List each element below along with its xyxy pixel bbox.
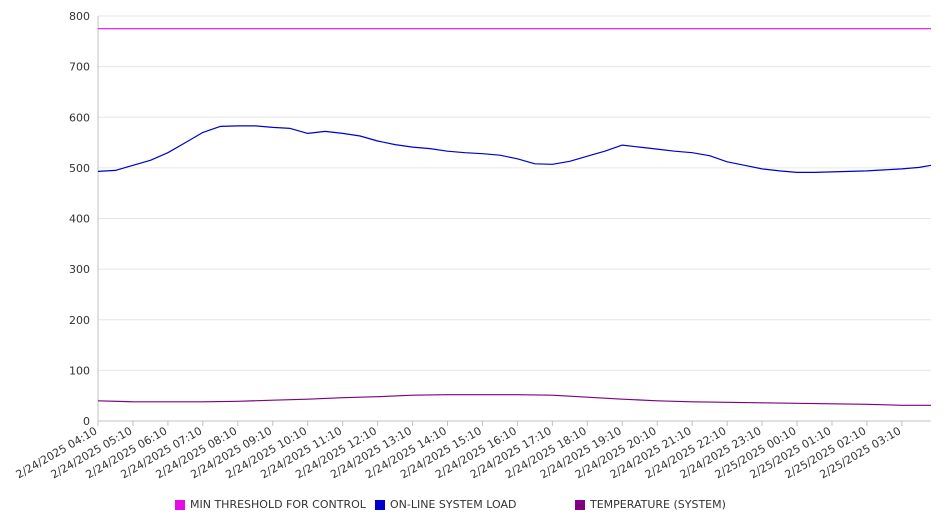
y-tick-label: 100 [69, 364, 90, 377]
y-tick-label: 400 [69, 213, 90, 226]
y-tick-label: 800 [69, 10, 90, 23]
y-tick-label: 600 [69, 111, 90, 124]
legend-label-temperature: TEMPERATURE (SYSTEM) [590, 498, 726, 511]
legend-item-min-threshold[interactable]: MIN THRESHOLD FOR CONTROL [175, 498, 366, 511]
gridlines [98, 15, 931, 371]
legend-label-system-load: ON-LINE SYSTEM LOAD [390, 498, 517, 511]
axes [97, 16, 931, 426]
legend-item-temperature[interactable]: TEMPERATURE (SYSTEM) [575, 498, 726, 511]
legend-swatch-min-threshold [175, 499, 185, 510]
legend-item-system-load[interactable]: ON-LINE SYSTEM LOAD [375, 498, 516, 511]
series-temperature-line [97, 394, 931, 406]
series-lines [97, 28, 932, 406]
y-tick-label: 500 [69, 162, 90, 175]
series-system-load-line [97, 125, 932, 173]
y-axis-tick-labels: 0 100 200 300 400 500 600 700 800 [69, 10, 90, 428]
legend-swatch-system-load [375, 499, 385, 510]
x-axis-tick-labels: 2/24/2025 04:102/24/2025 05:102/24/2025 … [14, 424, 904, 481]
legend-label-min-threshold: MIN THRESHOLD FOR CONTROL [190, 498, 366, 511]
y-tick-label: 200 [69, 314, 90, 327]
y-tick-label: 300 [69, 263, 90, 276]
legend-swatch-temperature [575, 499, 585, 510]
y-tick-label: 700 [69, 61, 90, 74]
y-tick-label: 0 [83, 415, 90, 428]
